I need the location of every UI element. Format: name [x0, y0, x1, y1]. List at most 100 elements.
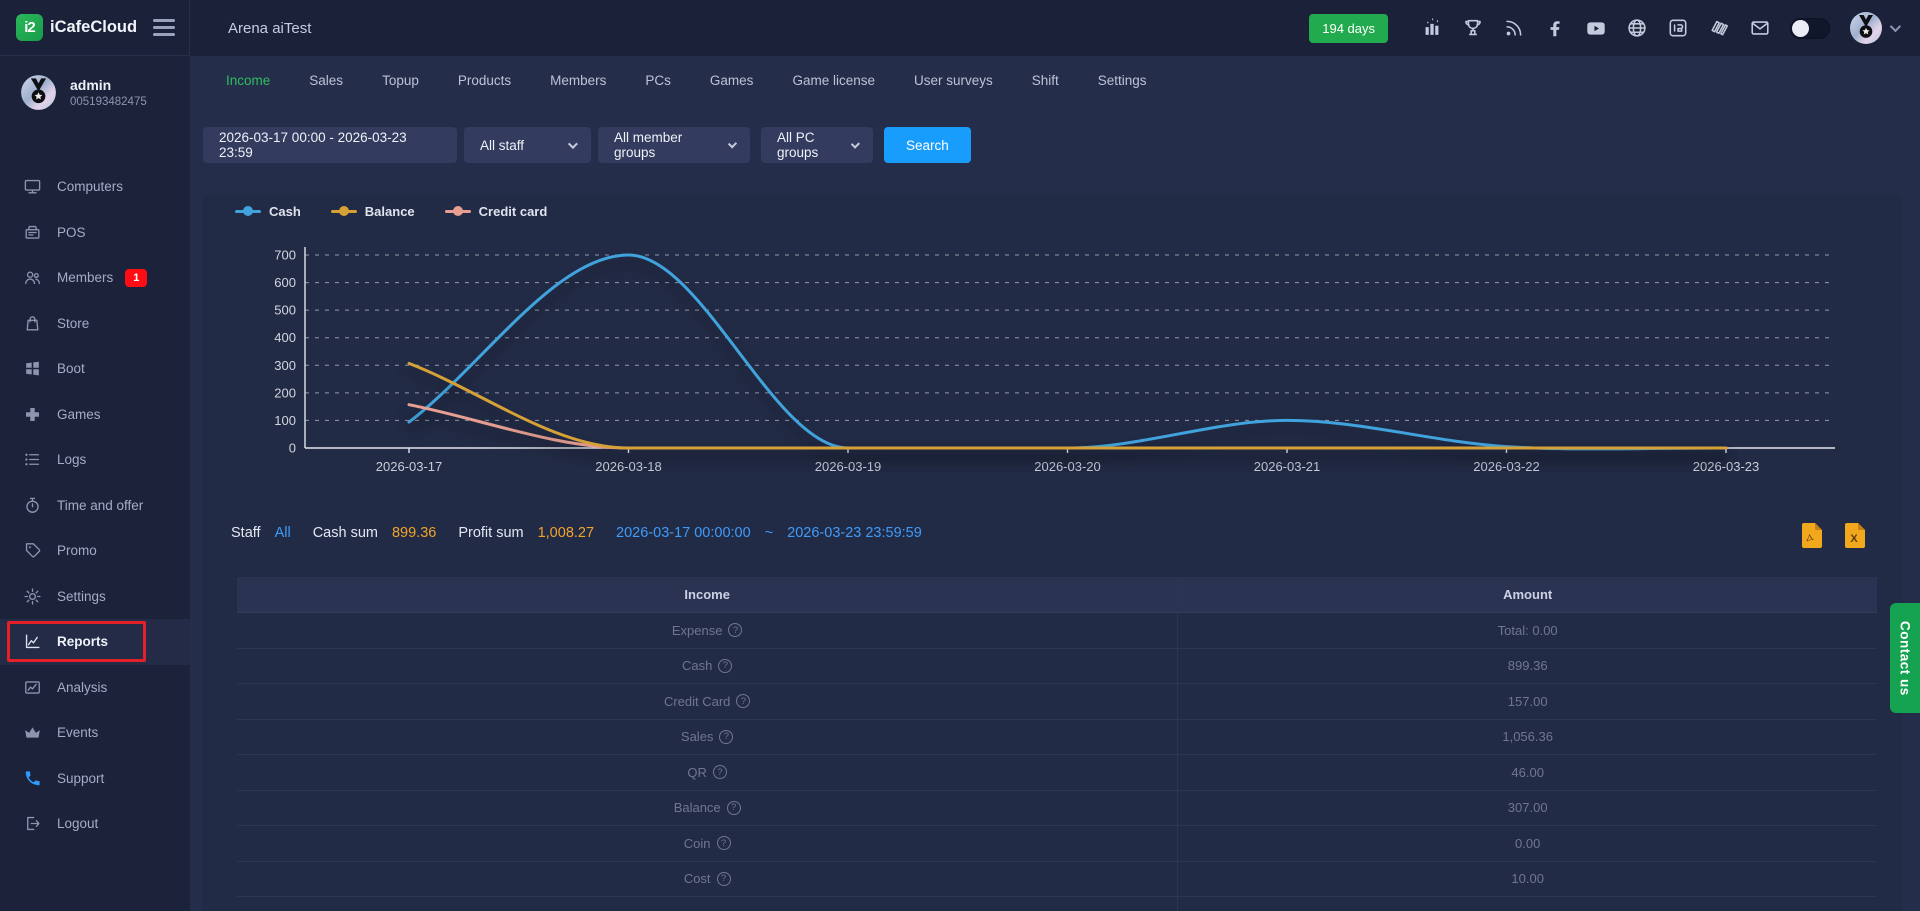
- facebook-icon[interactable]: [1544, 17, 1566, 39]
- search-button[interactable]: Search: [884, 127, 971, 163]
- column-header-amount: Amount: [1178, 577, 1877, 612]
- tab-income[interactable]: Income: [226, 73, 270, 88]
- help-icon[interactable]: ?: [713, 765, 727, 779]
- income-cell: Cash?: [237, 649, 1178, 684]
- mail-icon[interactable]: [1749, 17, 1771, 39]
- income-label: Sales: [681, 729, 714, 744]
- sidebar-item-time-and-offer[interactable]: Time and offer: [0, 483, 190, 529]
- export-excel-icon[interactable]: X: [1843, 523, 1865, 548]
- rss-icon[interactable]: [1503, 17, 1525, 39]
- sidebar-item-support[interactable]: Support: [0, 756, 190, 802]
- table-row-partial: [237, 897, 1877, 911]
- income-label: Cost: [684, 871, 711, 886]
- topbar: i2 iCafeCloud Arena aiTest 194 days: [0, 0, 1920, 56]
- sidebar-item-analysis[interactable]: Analysis: [0, 665, 190, 711]
- sidebar-item-logs[interactable]: Logs: [0, 437, 190, 483]
- income-cell: Coin?: [237, 826, 1178, 861]
- income-cell: QR?: [237, 755, 1178, 790]
- member-groups-select[interactable]: All member groups: [598, 127, 750, 163]
- sidebar-item-members[interactable]: Members1: [0, 255, 190, 301]
- x-axis-label: 2026-03-20: [1034, 459, 1101, 474]
- table-row: Cash?899.36: [237, 649, 1877, 685]
- amount-cell: 0.00: [1178, 826, 1877, 861]
- table-row: Coin?0.00: [237, 826, 1877, 862]
- income-cell: Balance?: [237, 791, 1178, 826]
- date-range-value: 2026-03-17 00:00 - 2026-03-23 23:59: [219, 130, 441, 160]
- sidebar-item-label: Analysis: [57, 680, 107, 695]
- x-axis-label: 2026-03-21: [1254, 459, 1321, 474]
- y-axis-label: 500: [274, 303, 296, 318]
- column-header-income: Income: [237, 577, 1178, 612]
- games-icon: [23, 405, 42, 424]
- export-pdf-icon[interactable]: [1800, 523, 1822, 548]
- sidebar-item-label: Boot: [57, 361, 85, 376]
- sidebar-nav: ComputersPOSMembers1Store Boot GamesLogsTi…: [0, 164, 190, 847]
- user-avatar: [20, 74, 57, 111]
- sidebar-item-label: Settings: [57, 589, 106, 604]
- contact-us-tab[interactable]: Contact us: [1890, 603, 1920, 713]
- layers-icon[interactable]: [1708, 17, 1730, 39]
- sidebar-item-events[interactable]: Events: [0, 710, 190, 756]
- sidebar-item-logout[interactable]: Logout: [0, 801, 190, 847]
- sidebar-item-label: Events: [57, 725, 98, 740]
- sidebar-item-computers[interactable]: Computers: [0, 164, 190, 210]
- sidebar-item-pos[interactable]: POS: [0, 210, 190, 256]
- tab-topup[interactable]: Topup: [382, 73, 419, 88]
- sidebar-item-promo[interactable]: Promo: [0, 528, 190, 574]
- youtube-icon[interactable]: [1585, 17, 1607, 39]
- pc-groups-select[interactable]: All PC groups: [761, 127, 873, 163]
- profit-sum-value: 1,008.27: [538, 525, 594, 541]
- tab-products[interactable]: Products: [458, 73, 511, 88]
- help-icon[interactable]: ?: [727, 801, 741, 815]
- license-days-badge[interactable]: 194 days: [1309, 14, 1388, 43]
- tab-user-surveys[interactable]: User surveys: [914, 73, 993, 88]
- tab-games[interactable]: Games: [710, 73, 754, 88]
- sidebar-item-settings[interactable]: Settings: [0, 574, 190, 620]
- sidebar: admin 005193482475 ComputersPOSMembers1S…: [0, 56, 190, 911]
- cash-sum-value: 899.36: [392, 525, 436, 541]
- promo-icon: [23, 541, 42, 560]
- sidebar-item-reports[interactable]: Reports: [0, 619, 190, 665]
- topbar-actions: 194 days: [1309, 11, 1920, 45]
- help-icon[interactable]: ?: [736, 694, 750, 708]
- user-menu[interactable]: [1849, 11, 1898, 45]
- help-icon[interactable]: ?: [717, 836, 731, 850]
- globe-icon[interactable]: [1626, 17, 1648, 39]
- icafecloud-box-icon[interactable]: [1667, 17, 1689, 39]
- table-row: Credit Card?157.00: [237, 684, 1877, 720]
- help-icon[interactable]: ?: [718, 659, 732, 673]
- chevron-down-icon: [851, 139, 860, 148]
- theme-toggle[interactable]: [1790, 18, 1830, 39]
- table-row: Expense?Total: 0.00: [237, 613, 1877, 649]
- ranking-icon[interactable]: [1421, 17, 1443, 39]
- help-icon[interactable]: ?: [728, 623, 742, 637]
- help-icon[interactable]: ?: [717, 872, 731, 886]
- boot-icon: [23, 359, 42, 378]
- members-icon: [23, 268, 42, 287]
- tab-pcs[interactable]: PCs: [645, 73, 671, 88]
- series-line-cash: [409, 255, 1726, 449]
- help-icon[interactable]: ?: [719, 730, 733, 744]
- period-end: 2026-03-23 23:59:59: [787, 525, 922, 541]
- chevron-down-icon: [727, 139, 737, 149]
- staff-filter-all[interactable]: All: [275, 525, 291, 541]
- tab-settings[interactable]: Settings: [1098, 73, 1147, 88]
- amount-cell: 46.00: [1178, 755, 1877, 790]
- user-name: admin: [70, 77, 147, 93]
- sidebar-item-games[interactable]: Games: [0, 392, 190, 438]
- income-table: Income Amount Expense?Total: 0.00Cash?89…: [237, 577, 1877, 911]
- amount-cell: 157.00: [1178, 684, 1877, 719]
- tab-game-license[interactable]: Game license: [792, 73, 875, 88]
- sidebar-item-boot[interactable]: Boot: [0, 346, 190, 392]
- trophy-icon[interactable]: [1462, 17, 1484, 39]
- tab-shift[interactable]: Shift: [1032, 73, 1059, 88]
- date-range-input[interactable]: 2026-03-17 00:00 - 2026-03-23 23:59: [203, 127, 457, 163]
- series-line-balance: [409, 363, 1726, 448]
- menu-toggle-icon[interactable]: [153, 19, 175, 36]
- tab-sales[interactable]: Sales: [309, 73, 343, 88]
- svg-text:X: X: [1850, 533, 1858, 545]
- tab-members[interactable]: Members: [550, 73, 606, 88]
- user-avatar[interactable]: [1849, 11, 1883, 45]
- sidebar-item-store[interactable]: Store: [0, 301, 190, 347]
- staff-select[interactable]: All staff: [464, 127, 591, 163]
